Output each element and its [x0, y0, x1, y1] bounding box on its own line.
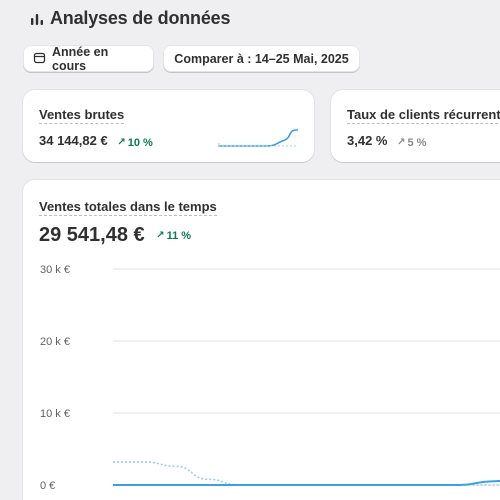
chart-title: Ventes totales dans le temps [39, 199, 217, 216]
arrow-up-right-icon: ↗ [117, 137, 126, 148]
y-tick-label: 0 € [40, 480, 55, 492]
series-line-current [113, 480, 500, 486]
y-tick-label: 30 k € [40, 264, 70, 276]
series-line-comparison [113, 461, 500, 486]
sales-line-chart[interactable]: 30 k € 20 k € 10 k € 0 € [23, 180, 500, 500]
chart-delta: ↗ 11 % [156, 230, 191, 242]
kpi-value: 34 144,82 € ↗ 10 % [39, 133, 153, 149]
y-tick-label: 20 k € [40, 336, 70, 348]
kpi-value: 3,42 % ↗ 5 % [347, 133, 426, 149]
period-label: Année en cours [52, 44, 109, 73]
chart-delta-text: 11 % [166, 229, 192, 242]
page-header: Analyses de données [30, 8, 230, 29]
chart-total-value: 29 541,48 € ↗ 11 % [39, 224, 191, 247]
kpi-delta-text: 10 % [127, 136, 153, 149]
kpi-card-returning-customers[interactable]: Taux de clients récurrents 3,42 % ↗ 5 % [331, 90, 500, 162]
sparkline [218, 129, 298, 147]
compare-label: Comparer à : 14–25 Mai, 2025 [174, 51, 349, 66]
kpi-label: Taux de clients récurrents [347, 107, 500, 124]
kpi-delta: ↗ 5 % [397, 137, 426, 149]
arrow-up-right-icon: ↗ [397, 137, 406, 148]
compare-selector-button[interactable]: Comparer à : 14–25 Mai, 2025 [163, 45, 360, 72]
kpi-value-text: 34 144,82 € [39, 133, 108, 148]
kpi-card-gross-sales[interactable]: Ventes brutes 34 144,82 € ↗ 10 % [23, 90, 314, 162]
arrow-up-right-icon: ↗ [156, 230, 165, 241]
kpi-delta-text: 5 % [407, 136, 427, 149]
kpi-label: Ventes brutes [39, 107, 125, 124]
page-title: Analyses de données [50, 8, 231, 28]
period-selector-button[interactable]: Année en cours [23, 44, 154, 73]
chart-total-text: 29 541,48 € [39, 224, 145, 246]
y-tick-label: 10 k € [40, 408, 70, 420]
kpi-delta: ↗ 10 % [117, 137, 152, 149]
kpi-value-text: 3,42 % [347, 133, 388, 148]
sales-over-time-card: Ventes totales dans le temps 29 541,48 €… [23, 180, 500, 500]
bar-chart-icon [30, 12, 44, 26]
calendar-icon [33, 51, 46, 67]
